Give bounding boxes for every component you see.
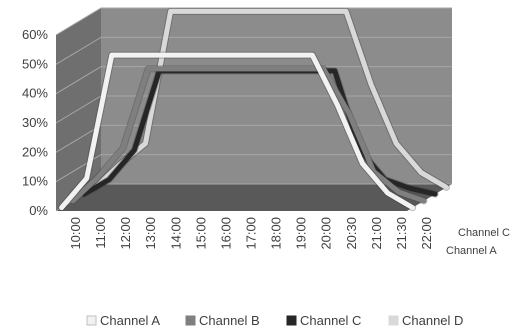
legend-label: Channel B — [199, 313, 260, 328]
x-tick-label: 20:30 — [344, 217, 359, 250]
legend: Channel A Channel B Channel C Channel D — [86, 313, 463, 328]
x-tick-label: 14:00 — [168, 217, 183, 250]
depth-label-channel-a: Channel A — [446, 245, 497, 257]
floor — [56, 184, 452, 211]
x-tick-label: 15:00 — [193, 217, 208, 250]
x-tick-label: 21:00 — [369, 217, 384, 250]
legend-swatch — [388, 315, 399, 326]
x-tick-label: 10:00 — [68, 217, 83, 250]
y-axis-tick-labels: 0% 10% 20% 30% 40% 50% 60% — [22, 27, 48, 218]
legend-label: Channel A — [100, 313, 160, 328]
legend-label: Channel D — [402, 313, 463, 328]
x-tick-label: 13:00 — [143, 217, 158, 250]
series-line-channel-d — [92, 8, 449, 190]
series-line-channel-b — [70, 66, 427, 204]
legend-swatch — [185, 315, 196, 326]
y-tick-label: 0% — [29, 203, 48, 218]
x-tick-label: 16:00 — [218, 217, 233, 250]
x-tick-label: 21:30 — [394, 217, 409, 250]
gridline — [55, 124, 452, 153]
x-tick-label: 17:00 — [244, 217, 259, 250]
gridline — [55, 36, 452, 65]
x-tick-label: 20:00 — [319, 217, 334, 250]
x-tick-label: 11:00 — [93, 217, 108, 249]
gridline — [55, 154, 452, 183]
legend-swatch — [286, 315, 297, 326]
x-axis-tick-labels: 10:00 11:00 12:00 13:00 14:00 15:00 16:00 17:00… — [68, 217, 434, 250]
legend-label: Channel C — [300, 313, 361, 328]
series-lines — [58, 7, 450, 212]
x-tick-label: 12:00 — [118, 217, 133, 250]
y-tick-label: 30% — [22, 115, 48, 130]
y-tick-label: 10% — [22, 174, 48, 189]
y-tick-label: 50% — [22, 56, 48, 71]
gridline — [55, 66, 452, 95]
legend-swatch — [86, 315, 97, 326]
depth-label-channel-c: Channel C — [458, 227, 510, 239]
y-tick-label: 60% — [22, 27, 48, 42]
gridline — [55, 7, 452, 36]
x-tick-label: 19:00 — [294, 217, 309, 250]
y-tick-label: 40% — [22, 86, 48, 101]
y-tick-label: 20% — [22, 144, 48, 159]
series-line-channel-a — [59, 52, 416, 211]
x-tick-label: 22:00 — [419, 217, 434, 250]
x-tick-label: 18:00 — [269, 217, 284, 250]
